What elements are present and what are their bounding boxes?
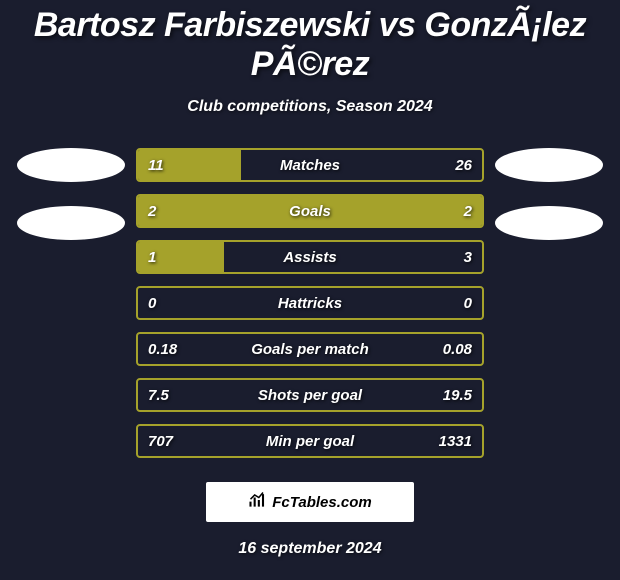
stat-row: 11Matches26 <box>136 148 484 182</box>
stat-value-left: 0 <box>148 288 156 318</box>
stat-row: 0Hattricks0 <box>136 286 484 320</box>
stat-value-left: 11 <box>148 150 164 180</box>
stat-value-right: 0 <box>464 288 472 318</box>
stat-label: Min per goal <box>138 426 482 456</box>
comparison-arena: 11Matches26 2Goals2 1Assists3 0Hattricks0 0.… <box>0 148 620 458</box>
stat-value-left: 0.18 <box>148 334 177 364</box>
stat-label: Goals per match <box>138 334 482 364</box>
stat-value-right: 19.5 <box>443 380 472 410</box>
stat-value-right: 1331 <box>439 426 472 456</box>
stat-value-left: 7.5 <box>148 380 169 410</box>
stat-row: 7.5Shots per goal19.5 <box>136 378 484 412</box>
stat-value-right: 26 <box>455 150 472 180</box>
stat-label: Shots per goal <box>138 380 482 410</box>
chart-icon <box>248 490 268 514</box>
fctables-logo[interactable]: FcTables.com <box>206 482 414 522</box>
date-label: 16 september 2024 <box>0 540 620 558</box>
subtitle: Club competitions, Season 2024 <box>0 98 620 116</box>
club-badge-left <box>17 206 125 240</box>
stat-value-right: 2 <box>464 196 472 226</box>
stat-label: Hattricks <box>138 288 482 318</box>
page-title: Bartosz Farbiszewski vs GonzÃ¡lez PÃ©rez <box>0 0 620 84</box>
fill-left <box>138 196 310 226</box>
stat-value-left: 2 <box>148 196 156 226</box>
stat-value-right: 3 <box>464 242 472 272</box>
logo-text: FcTables.com <box>272 494 371 511</box>
left-player-badges <box>6 148 136 458</box>
stat-value-left: 1 <box>148 242 156 272</box>
stat-value-right: 0.08 <box>443 334 472 364</box>
club-badge-left <box>17 148 125 182</box>
stat-row: 707Min per goal1331 <box>136 424 484 458</box>
fill-right <box>310 196 482 226</box>
stat-row: 2Goals2 <box>136 194 484 228</box>
stat-bars: 11Matches26 2Goals2 1Assists3 0Hattricks0 0.… <box>136 148 484 458</box>
stat-value-left: 707 <box>148 426 173 456</box>
club-badge-right <box>495 148 603 182</box>
stat-row: 1Assists3 <box>136 240 484 274</box>
club-badge-right <box>495 206 603 240</box>
stat-row: 0.18Goals per match0.08 <box>136 332 484 366</box>
right-player-badges <box>484 148 614 458</box>
